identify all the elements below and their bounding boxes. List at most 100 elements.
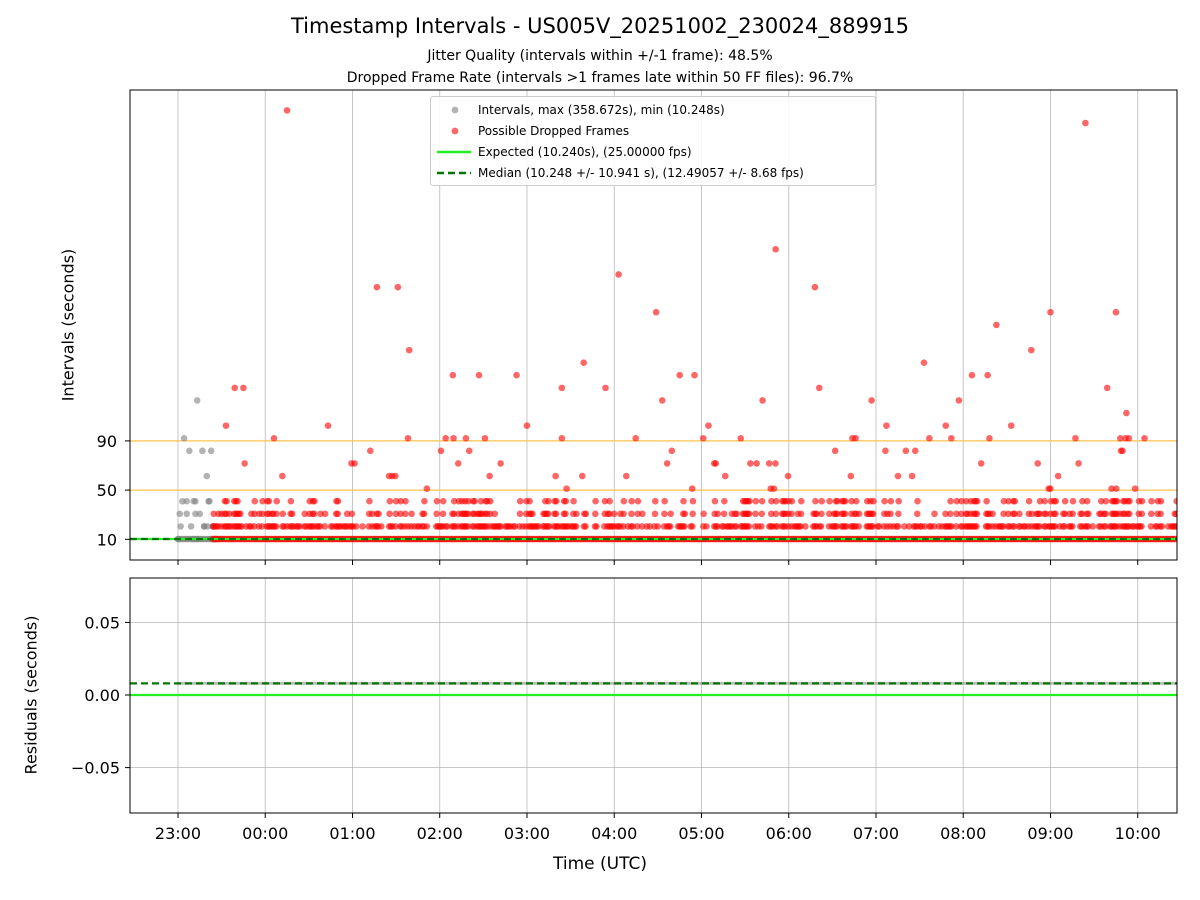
dropped-frame-point	[1054, 472, 1062, 480]
dropped-frame-point	[841, 497, 849, 505]
dropped-frame-point	[852, 434, 859, 442]
dropped-frame-point	[869, 510, 877, 518]
dropped-frame-point	[1089, 523, 1097, 530]
dropped-frame-point	[240, 384, 247, 392]
dropped-frame-point	[486, 510, 494, 518]
residuals-axes: 23:00 00:00 01:00 02:00 03:00 04:00 05:00 06:00…	[71, 577, 1178, 843]
residual-point	[875, 681, 879, 685]
residual-point	[741, 681, 745, 685]
interval-point	[207, 447, 215, 455]
dropped-frame-point	[721, 497, 728, 505]
dropped-frame-point	[283, 107, 291, 114]
dropped-frame-point	[1084, 523, 1092, 530]
dropped-frame-point	[1036, 523, 1043, 530]
dropped-frame-point	[1000, 497, 1008, 505]
dropped-frame-point	[288, 510, 296, 518]
dropped-frame-point	[238, 523, 245, 530]
residual-point	[697, 681, 701, 685]
dropped-frame-point	[450, 497, 458, 505]
dropped-frame-point	[602, 384, 609, 392]
dropped-frame-point	[1036, 510, 1044, 518]
dropped-frame-point	[251, 497, 259, 505]
dropped-frame-point	[699, 434, 707, 442]
dropped-frame-point	[652, 308, 660, 316]
dropped-frame-point	[1069, 523, 1076, 530]
dropped-frame-point	[812, 497, 819, 505]
dropped-frame-point	[606, 497, 614, 505]
dropped-frame-point	[1148, 497, 1155, 505]
dropped-frame-point	[1158, 523, 1166, 530]
dropped-frame-point	[301, 510, 309, 518]
residual-point	[411, 681, 416, 685]
dropped-frame-point	[947, 497, 954, 505]
dropped-frame-point	[606, 510, 613, 518]
dropped-frame-point	[439, 510, 447, 518]
dropped-frame-point	[887, 510, 894, 518]
dropped-frame-point	[958, 497, 965, 505]
dropped-frame-point	[931, 510, 938, 518]
dropped-frame-point	[700, 510, 707, 518]
residual-point	[610, 681, 615, 685]
dropped-frame-point	[1028, 510, 1036, 518]
dropped-frame-point	[1052, 497, 1060, 505]
dropped-frame-point	[882, 447, 889, 455]
dropped-frame-point	[592, 510, 599, 518]
residual-point	[445, 681, 450, 685]
dropped-frame-point	[1051, 523, 1059, 530]
dropped-frame-point	[279, 472, 286, 480]
y-tick-label-bottom: 0.00	[84, 686, 120, 705]
dropped-frame-point	[259, 497, 266, 505]
dropped-frame-point	[753, 460, 760, 467]
residuals-axes-frame	[129, 577, 1178, 814]
dropped-frame-point	[423, 523, 431, 530]
residual-point	[356, 681, 361, 685]
dropped-frame-point	[989, 510, 996, 518]
residual-point	[1095, 681, 1099, 685]
x-tick-label: 10:00	[1115, 824, 1161, 843]
dropped-frame-point	[279, 510, 287, 518]
dropped-frame-point	[1052, 510, 1059, 518]
dropped-frame-point	[546, 523, 553, 530]
residual-point	[820, 681, 824, 685]
dropped-frame-point	[737, 435, 745, 442]
dropped-frame-point	[895, 497, 902, 505]
dropped-frame-point	[1102, 497, 1110, 505]
dropped-frame-point	[392, 523, 399, 530]
dropped-frame-point	[311, 497, 318, 505]
dropped-frame-point	[251, 510, 258, 518]
dropped-frame-point	[497, 460, 504, 467]
dropped-frame-point	[752, 497, 760, 505]
x-tick-label: 01:00	[329, 824, 375, 843]
dropped-frame-point	[629, 523, 636, 530]
dropped-frame-point	[745, 523, 753, 530]
interval-point	[180, 435, 188, 442]
dropped-frame-point	[237, 510, 244, 518]
residual-point	[940, 681, 944, 685]
dropped-frame-point	[1047, 485, 1054, 492]
residual-point	[710, 681, 714, 685]
dropped-frame-point	[454, 460, 462, 467]
residual-point	[545, 681, 549, 685]
residual-point	[841, 681, 845, 685]
interval-point	[190, 497, 197, 505]
residual-point	[642, 681, 646, 685]
dropped-frame-point	[386, 510, 393, 518]
dropped-frame-point	[870, 497, 877, 505]
x-tick-label: 00:00	[242, 824, 288, 843]
dropped-frame-point	[1083, 497, 1091, 505]
dropped-frame-point	[392, 510, 400, 518]
residual-point	[500, 681, 505, 685]
dropped-frame-point	[628, 497, 635, 505]
x-tick-label: 05:00	[678, 824, 724, 843]
residual-point	[896, 681, 900, 685]
residual-point	[1071, 681, 1075, 685]
dropped-frame-point	[875, 523, 883, 530]
dropped-frame-point	[946, 510, 954, 518]
y-tick-label-bottom: 0.05	[84, 613, 120, 632]
dropped-frame-point	[582, 523, 589, 530]
dropped-frame-point	[558, 434, 566, 442]
residual-point	[247, 681, 251, 685]
dropped-frame-point	[848, 497, 855, 505]
residual-point	[885, 681, 889, 685]
